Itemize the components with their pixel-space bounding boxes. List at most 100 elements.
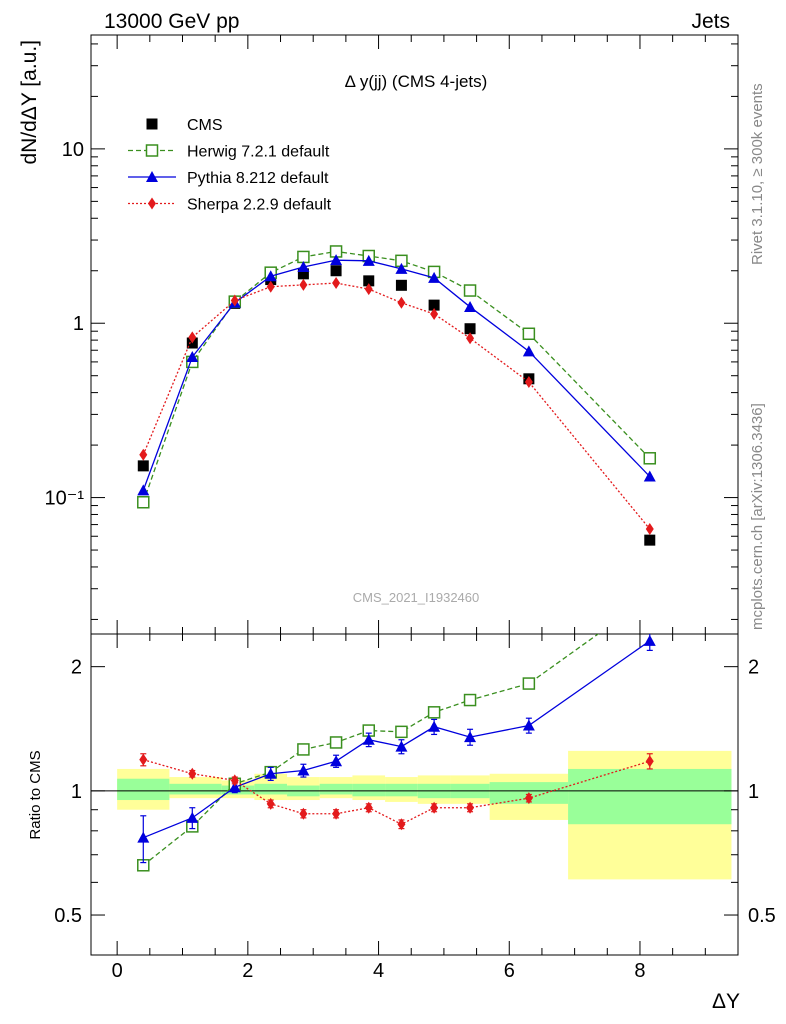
main-plot-title: Δ y(jj) (CMS 4-jets) [345, 72, 488, 91]
uncertainty-band-green [568, 768, 732, 825]
data-point-data [395, 279, 407, 291]
data-point-pythia [264, 270, 277, 282]
data-point-pythia [428, 271, 441, 283]
ratio-x-tick-label: 8 [634, 960, 645, 982]
ratio-point-pythia [228, 781, 241, 793]
uncertainty-band-green [385, 783, 418, 797]
data-point-sherpa [266, 280, 275, 293]
main-y-tick-label: 1 [73, 313, 84, 335]
data-point-sherpa [466, 332, 475, 345]
ratio-x-tick-label: 4 [373, 960, 384, 982]
ratio-point-sherpa [299, 807, 308, 820]
ratio-point-herwig [329, 736, 343, 749]
data-point-sherpa [645, 523, 654, 536]
ratio-point-herwig [427, 706, 441, 719]
ratio-point-pythia [522, 719, 535, 731]
data-point-data [644, 534, 656, 546]
ratio-point-herwig [297, 743, 310, 756]
ratio-y-tick-label-right: 0.5 [748, 905, 776, 927]
data-point-data [464, 323, 476, 335]
series-line-pythia [142, 259, 651, 491]
data-point-herwig [463, 284, 477, 297]
ratio-x-axis-label: ΔY [712, 990, 740, 1013]
ratio-point-sherpa [645, 755, 654, 768]
ratio-point-pythia [643, 634, 656, 646]
legend-label-herwig: Herwig 7.2.1 default [187, 144, 330, 161]
main-y-tick-label: 10⁻¹ [45, 488, 85, 510]
ratio-series-group [91, 592, 738, 880]
legend-label-data: CMS [187, 117, 223, 134]
data-point-sherpa [230, 294, 239, 307]
data-point-herwig [297, 250, 310, 264]
ratio-plot-frame [90, 633, 739, 956]
data-point-pythia [186, 351, 199, 363]
ratio-point-pythia [362, 733, 375, 745]
header-right: Jets [691, 10, 730, 33]
mcplots-credit-text: mcplots.cern.ch [arXiv:1306.3436] [749, 403, 766, 630]
ratio-y-axis-label: Ratio to CMS [27, 750, 44, 839]
data-point-data [363, 275, 375, 287]
ratio-point-pythia [428, 720, 441, 732]
data-point-herwig [522, 327, 536, 341]
data-point-sherpa [299, 278, 308, 291]
watermark-text: CMS_2021_I1932460 [353, 590, 480, 605]
ratio-point-sherpa [332, 807, 341, 820]
ratio-point-pythia [186, 811, 199, 823]
ratio-point-sherpa [524, 792, 533, 805]
ratio-point-pythia [264, 767, 277, 779]
data-point-pythia [522, 345, 535, 357]
legend-marker-data [146, 118, 158, 130]
ratio-y-tick-label-right: 1 [748, 781, 759, 803]
data-point-herwig [643, 452, 657, 465]
data-point-sherpa [524, 376, 533, 389]
ratio-point-pythia [395, 740, 408, 752]
ratio-point-pythia [330, 755, 343, 767]
ratio-point-sherpa [139, 753, 148, 766]
ratio-point-herwig [522, 677, 536, 690]
uncertainty-band-green [117, 778, 170, 801]
ratio-y-tick-label-left: 1 [71, 781, 82, 803]
main-y-tick-label: 10 [62, 139, 84, 161]
ratio-line-sherpa [143, 759, 650, 825]
ratio-point-pythia [297, 764, 310, 776]
legend-label-sherpa: Sherpa 2.2.9 default [187, 197, 332, 214]
ratio-point-herwig [644, 592, 655, 603]
ratio-point-sherpa [364, 801, 373, 814]
ratio-point-sherpa [430, 801, 439, 814]
ratio-y-tick-label-left: 2 [71, 657, 82, 679]
ratio-y-tick-label-right: 2 [748, 657, 759, 679]
legend-marker-herwig [145, 144, 159, 157]
data-point-pythia [297, 261, 310, 273]
data-point-sherpa [188, 331, 197, 344]
ratio-point-herwig [395, 725, 408, 739]
header-left: 13000 GeV pp [104, 10, 239, 33]
ratio-point-sherpa [266, 797, 275, 810]
ratio-y-tick-label-left: 0.5 [54, 905, 82, 927]
data-point-data [137, 460, 149, 472]
data-point-data [330, 265, 342, 277]
ratio-x-tick-label: 2 [242, 960, 253, 982]
main-y-axis-label: dN/dΔY [a.u.] [18, 40, 41, 165]
legend-marker-sherpa [148, 197, 156, 210]
ratio-plot-area: Ratio to CMS ΔY 0 2 4 6 8 2 2 1 1 0.5 0.5 [27, 592, 776, 1013]
ratio-point-sherpa [466, 801, 475, 814]
ratio-point-pythia [464, 731, 477, 743]
uncertainty-band-green [352, 783, 386, 797]
ratio-point-sherpa [230, 774, 239, 787]
uncertainty-band-green [319, 783, 353, 795]
ratio-point-sherpa [188, 767, 197, 780]
data-point-data [428, 299, 440, 311]
legend-marker-pythia [146, 171, 158, 182]
ratio-x-tick-label: 6 [504, 960, 515, 982]
data-point-sherpa [364, 283, 373, 296]
main-plot-area: Δ y(jj) (CMS 4-jets) dN/dΔY [a.u.] CMS_2… [18, 34, 739, 635]
data-point-sherpa [430, 307, 439, 320]
ratio-line-herwig [142, 634, 600, 866]
data-point-sherpa [397, 296, 406, 309]
rivet-version-text: Rivet 3.1.10, ≥ 300k events [749, 83, 766, 265]
ratio-point-herwig [463, 693, 477, 707]
data-point-pythia [643, 470, 656, 482]
main-series-group [137, 245, 657, 546]
data-point-sherpa [139, 448, 148, 461]
